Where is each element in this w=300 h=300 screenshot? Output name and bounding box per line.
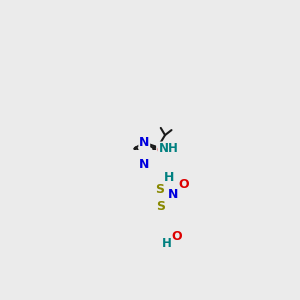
Text: S: S (157, 200, 166, 213)
Text: H: H (164, 171, 175, 184)
Text: O: O (157, 144, 167, 158)
Text: NH: NH (159, 142, 178, 155)
Text: N: N (139, 136, 149, 149)
Text: O: O (172, 230, 182, 243)
Text: H: H (162, 237, 172, 250)
Text: O: O (178, 178, 189, 191)
Text: S: S (155, 183, 164, 196)
Text: N: N (168, 188, 178, 201)
Text: N: N (139, 158, 149, 171)
